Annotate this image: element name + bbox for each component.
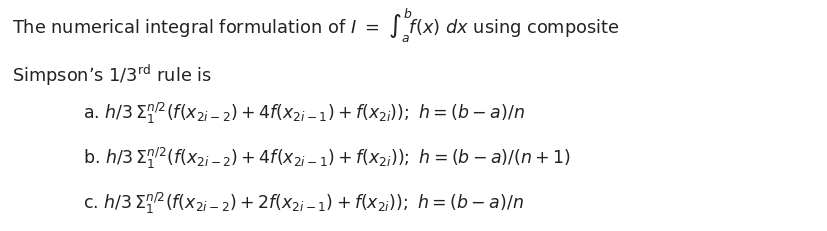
Text: The numerical integral formulation of $I\ =\ \int_a^b\!f(x)\ dx$ using composite: The numerical integral formulation of $I… xyxy=(12,7,620,45)
Text: Simpson’s 1/3$^{\rm rd}$ rule is: Simpson’s 1/3$^{\rm rd}$ rule is xyxy=(12,62,213,88)
Text: b. $h/3\,\Sigma_1^{n/2}(f(x_{2i-2}) + 4f(x_{2i-1}) + f(x_{2i}));\ h = (b-a)/(n+1: b. $h/3\,\Sigma_1^{n/2}(f(x_{2i-2}) + 4f… xyxy=(83,144,571,170)
Text: c. $h/3\,\Sigma_1^{n/2}(f(x_{2i-2}) + 2f(x_{2i-1}) + f(x_{2i}));\ h = (b-a)/n$: c. $h/3\,\Sigma_1^{n/2}(f(x_{2i-2}) + 2f… xyxy=(83,189,523,215)
Text: a. $h/3\,\Sigma_1^{n/2}(f(x_{2i-2}) + 4f(x_{2i-1}) + f(x_{2i}));\ h = (b-a)/n$: a. $h/3\,\Sigma_1^{n/2}(f(x_{2i-2}) + 4f… xyxy=(83,99,524,125)
